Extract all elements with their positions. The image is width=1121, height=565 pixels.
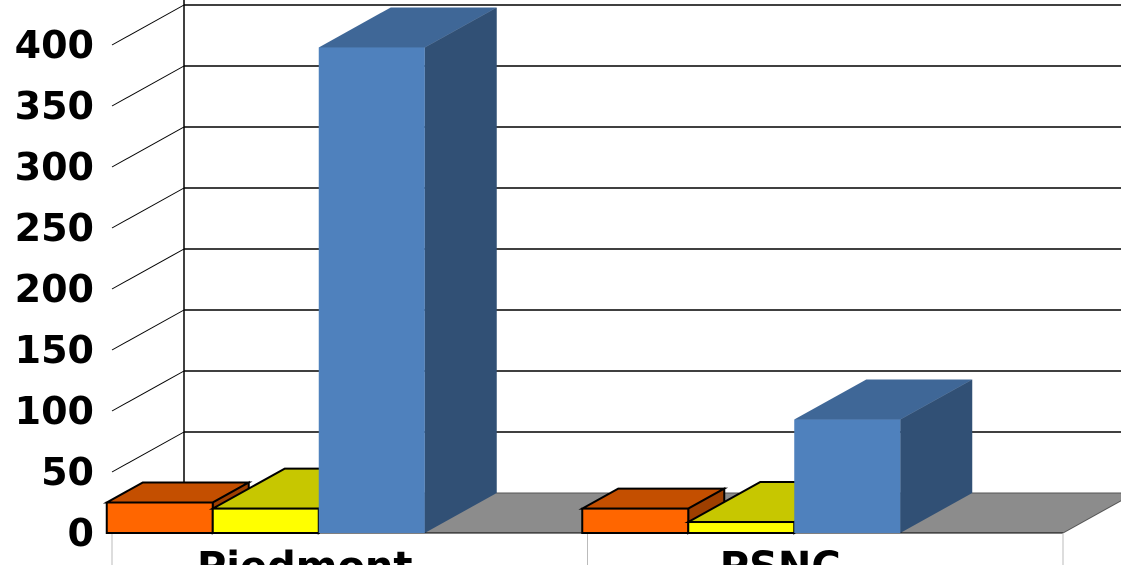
side-wall-gridline	[111, 309, 185, 351]
y-tick-label: 400	[15, 23, 94, 67]
y-tick-label: 250	[15, 206, 94, 250]
bar	[794, 379, 973, 533]
x-category-label: Piedmont	[197, 544, 413, 565]
y-tick-label: 300	[15, 145, 94, 189]
bar-front-face	[687, 521, 796, 535]
y-tick-label: 350	[15, 84, 94, 128]
side-wall-gridline	[111, 431, 185, 473]
side-wall-gridline	[111, 65, 185, 107]
x-category-label: PSNC	[720, 544, 841, 565]
side-wall-gridline	[111, 4, 185, 46]
y-tick-label: 200	[15, 267, 94, 311]
side-wall-gridline	[111, 126, 185, 168]
bar-side-face	[424, 7, 497, 533]
bar-front-face	[318, 47, 425, 533]
y-tick-label: 100	[15, 389, 94, 433]
y-tick-label: 150	[15, 328, 94, 372]
side-wall-gridline	[111, 370, 185, 412]
side-wall-gridline	[111, 248, 185, 290]
bar-front-face	[581, 507, 690, 535]
bar	[318, 7, 497, 533]
bar-top-face	[794, 379, 973, 420]
bar-front-face	[794, 419, 901, 533]
bar-front-face	[211, 507, 320, 535]
y-tick-label: 50	[41, 450, 94, 494]
side-wall-gridline	[111, 187, 185, 229]
bar-front-face	[105, 501, 214, 534]
bar-side-face	[900, 379, 973, 533]
y-tick-label: 0	[68, 511, 94, 555]
bar-top-face	[318, 7, 497, 48]
